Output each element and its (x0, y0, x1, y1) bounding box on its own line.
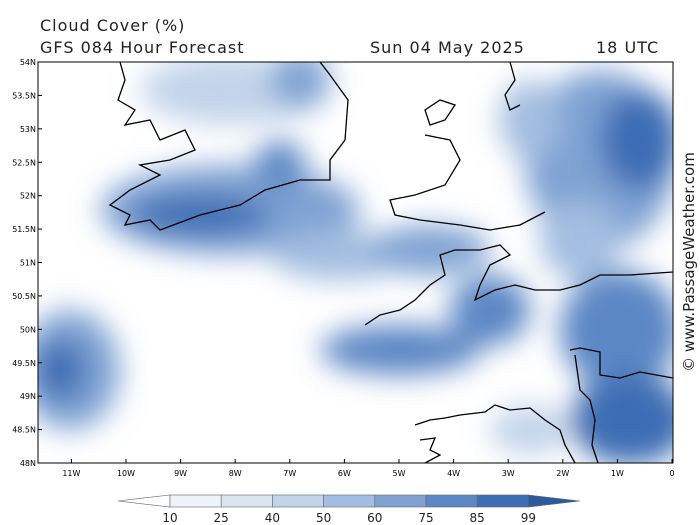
colorbar-high (528, 494, 581, 508)
colorbar-label: 10 (162, 511, 177, 525)
colorbar-box (272, 494, 324, 508)
title: Cloud Cover (%) (40, 16, 185, 35)
lat-label: 51N (20, 259, 36, 268)
coastline (108, 62, 673, 463)
lat-label: 48.5N (12, 426, 36, 435)
subtitle: GFS 084 Hour Forecast (40, 38, 245, 57)
lon-label: 7W (283, 469, 296, 478)
lon-label: 11W (62, 469, 80, 478)
lon-label: 10W (117, 469, 135, 478)
lon-label: 2W (556, 469, 569, 478)
lon-label: 6W (338, 469, 351, 478)
lat-label: 52.5N (12, 158, 36, 167)
lat-label: 49N (20, 392, 36, 401)
colorbar-box (425, 494, 478, 508)
lat-label: 52N (20, 192, 36, 201)
colorbar-box (476, 494, 529, 508)
colorbar-box (374, 494, 427, 508)
colorbar-label: 50 (316, 511, 331, 525)
colorbar-box (220, 494, 273, 508)
colorbar-box (169, 494, 222, 508)
lat-label: 48N (20, 459, 36, 468)
lat-label: 54N (20, 58, 36, 67)
colorbar-box (323, 494, 376, 508)
credit: © www.PassageWeather.com (680, 152, 698, 372)
lon-label: 0 (669, 469, 674, 478)
date: Sun 04 May 2025 (370, 38, 525, 57)
colorbar-label: 40 (265, 511, 280, 525)
lat-label: 53.5N (12, 91, 36, 100)
lon-label: 3W (502, 469, 515, 478)
colorbar-label: 25 (214, 511, 229, 525)
lon-label: 8W (229, 469, 242, 478)
lon-label: 5W (393, 469, 406, 478)
colorbar-low (117, 494, 171, 508)
colorbar-label: 60 (367, 511, 382, 525)
lon-label: 4W (447, 469, 460, 478)
lon-label: 1W (611, 469, 624, 478)
lat-label: 51.5N (12, 225, 36, 234)
colorbar-label: 99 (521, 511, 536, 525)
lat-label: 53N (20, 125, 36, 134)
colorbar-label: 75 (418, 511, 433, 525)
time: 18 UTC (596, 38, 659, 57)
lat-label: 50N (20, 325, 36, 334)
colorbar-label: 85 (470, 511, 485, 525)
lon-label: 9W (174, 469, 187, 478)
cloud-field (38, 62, 673, 463)
lat-label: 50.5N (12, 292, 36, 301)
lat-label: 49.5N (12, 359, 36, 368)
